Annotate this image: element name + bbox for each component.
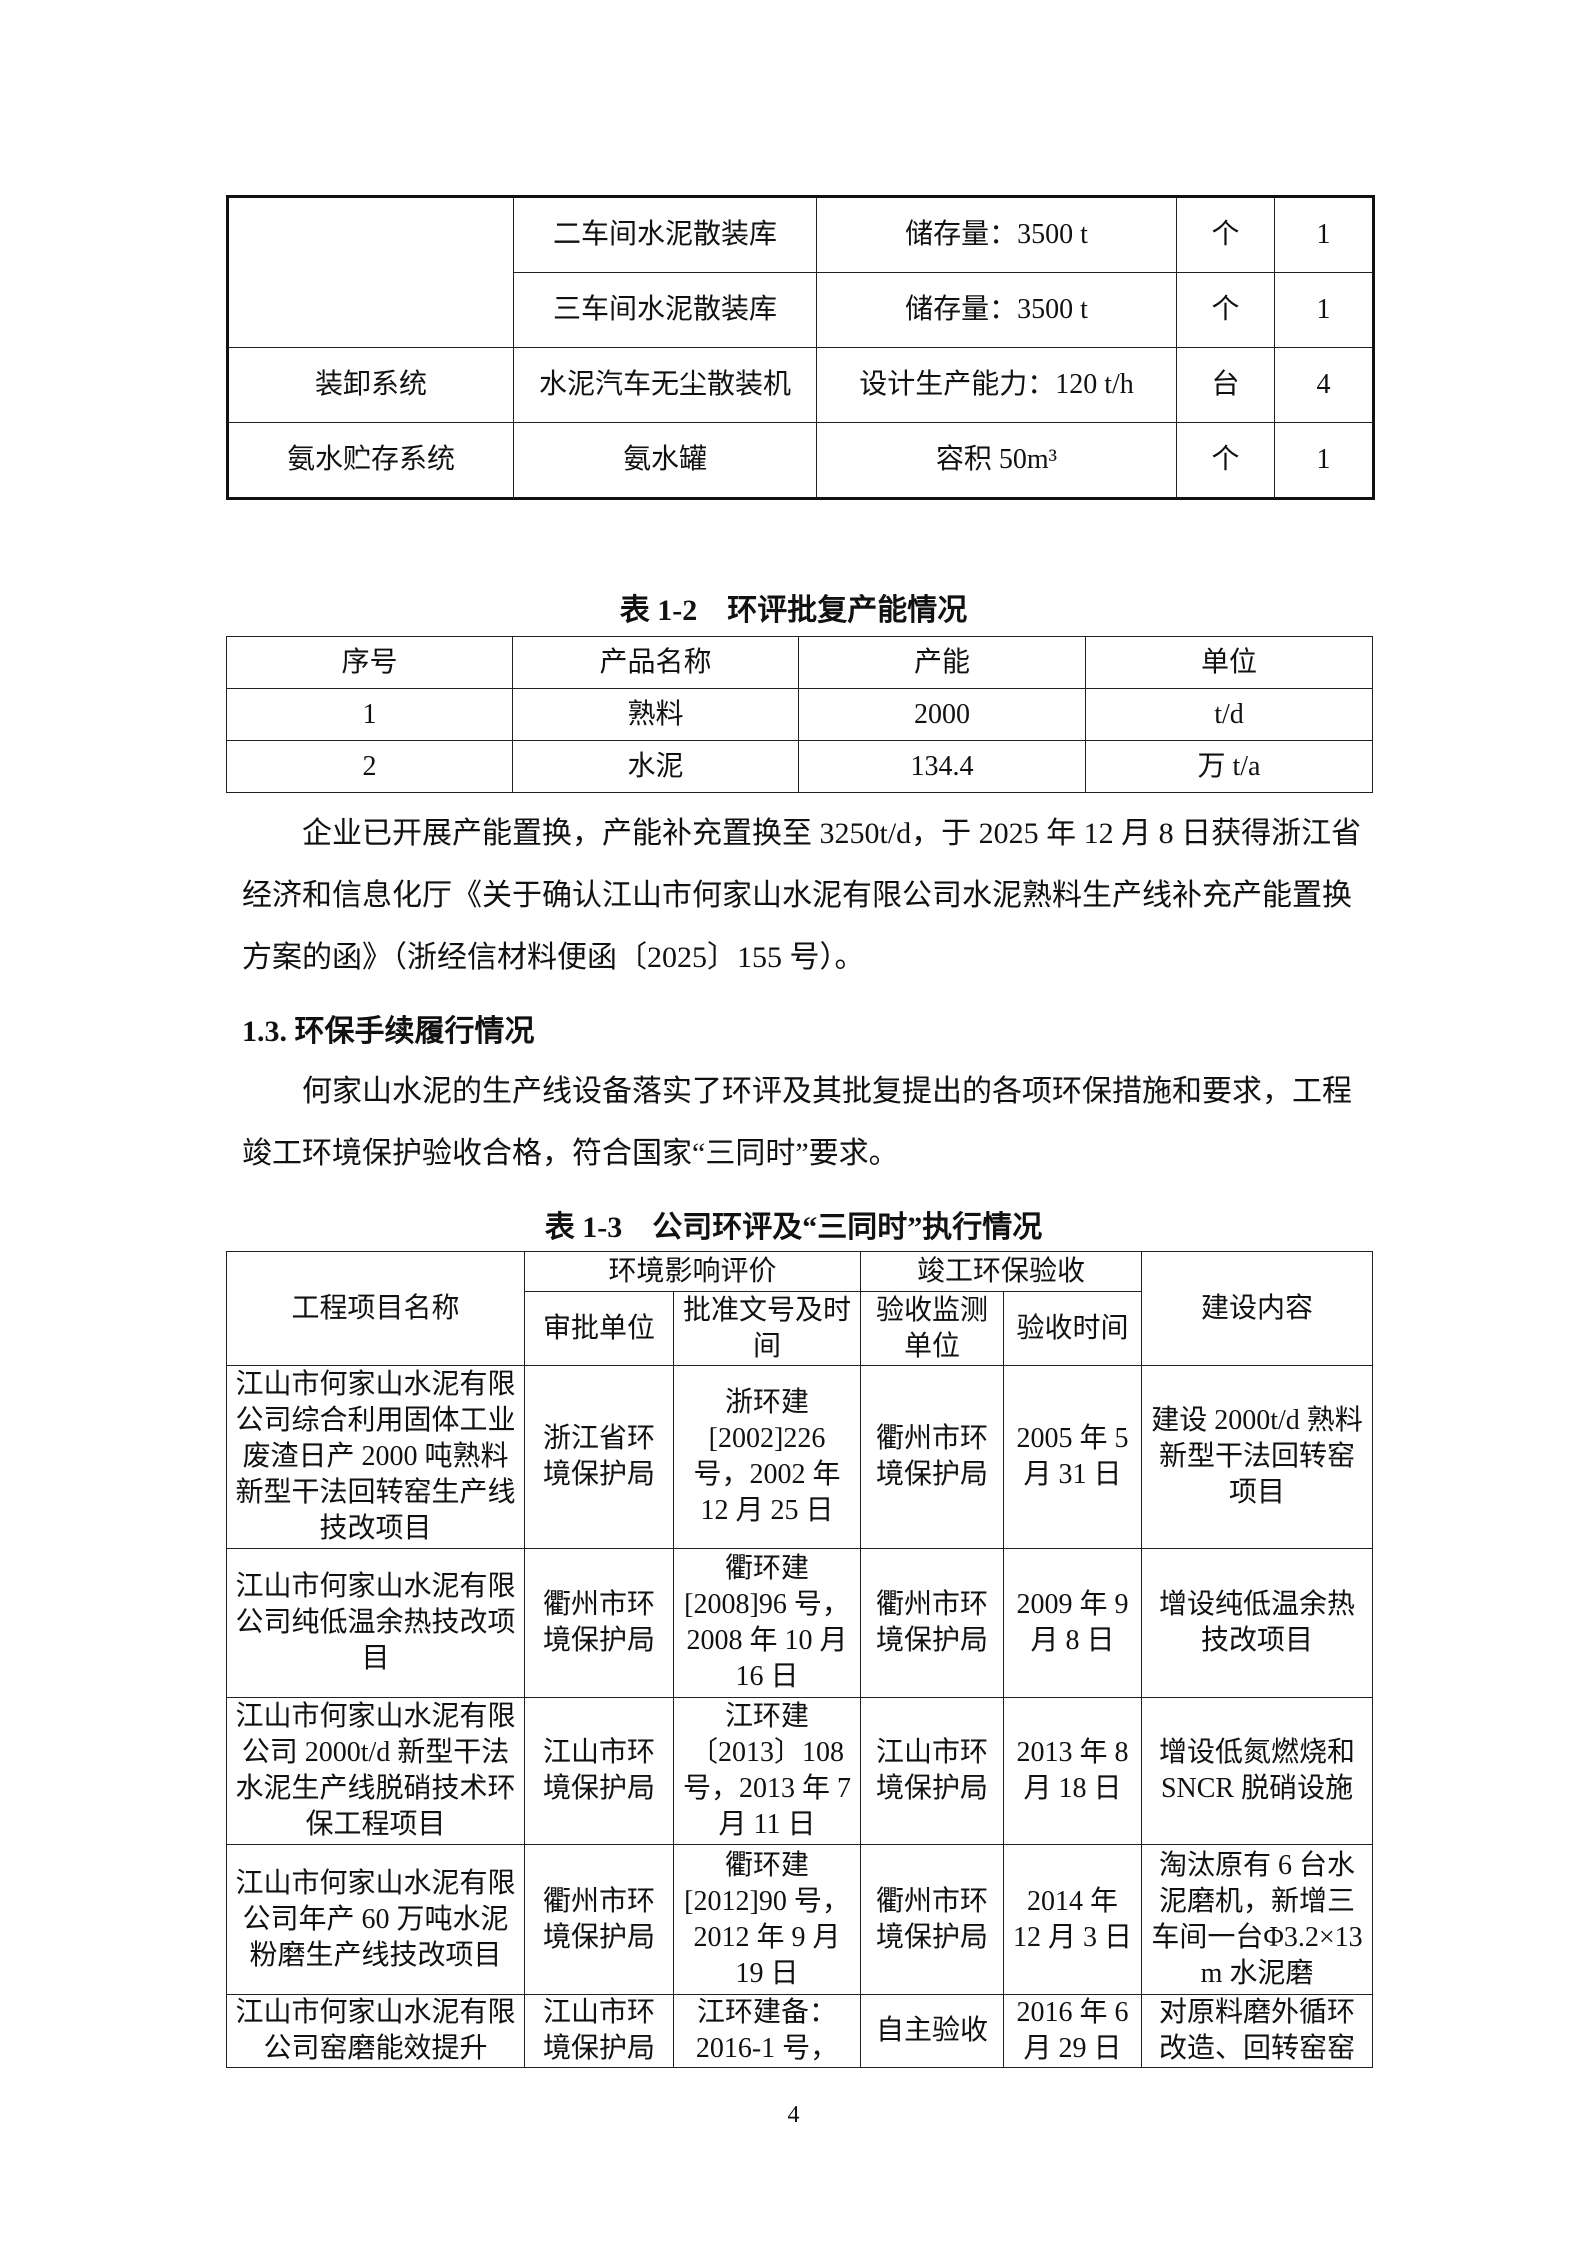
table-row: 江山市何家山水泥有限公司窑磨能效提升 江山市环境保护局 江环建备：2016-1 号，… bbox=[226, 1994, 1374, 2068]
table-cell: 江山市何家山水泥有限公司窑磨能效提升 bbox=[226, 1994, 525, 2068]
table-cell: 2000 bbox=[798, 688, 1086, 741]
table-1-2-caption: 表 1-2 环评批复产能情况 bbox=[619, 594, 968, 627]
table-cell: 2 bbox=[226, 740, 513, 793]
table-cell: 衢州市环境保护局 bbox=[860, 1844, 1005, 1995]
column-header: 竣工环保验收 bbox=[860, 1251, 1143, 1292]
table-row: 江山市何家山水泥有限公司综合利用固体工业废渣日产 2000 吨熟料新型干法回转窑… bbox=[226, 1365, 1374, 1549]
paragraph: 企业已开展产能置换，产能补充置换至 3250t/d，于 2025 年 12 月 … bbox=[242, 803, 1362, 989]
table-cell: 装卸系统 bbox=[227, 347, 514, 423]
paragraph: 何家山水泥的生产线设备落实了环评及其批复提出的各项环保措施和要求，工程竣工环境保… bbox=[242, 1061, 1362, 1185]
table-cell: 台 bbox=[1176, 347, 1275, 423]
table-cell: 个 bbox=[1176, 422, 1275, 499]
table-cell: 熟料 bbox=[512, 688, 799, 741]
table-row: 江山市何家山水泥有限公司 2000t/d 新型干法水泥生产线脱硝技术环保工程项目… bbox=[226, 1697, 1374, 1845]
page-number: 4 bbox=[787, 2102, 800, 2128]
capacity-table: 序号 产品名称 产能 单位 1 熟料 2000 t/d 2 水泥 134.4 万… bbox=[226, 636, 1373, 793]
table-cell: 2009 年 9 月 8 日 bbox=[1003, 1548, 1143, 1698]
paragraph-text: 何家山水泥的生产线设备落实了环评及其批复提出的各项环保措施和要求，工程竣工环境保… bbox=[242, 1075, 1352, 1170]
column-header: 验收时间 bbox=[1003, 1291, 1143, 1366]
table-cell: 江山市环境保护局 bbox=[524, 1697, 674, 1845]
table-cell: 氨水贮存系统 bbox=[227, 422, 514, 499]
table-cell: 2013 年 8 月 18 日 bbox=[1003, 1697, 1143, 1845]
table-row: 1 熟料 2000 t/d bbox=[226, 688, 1373, 741]
column-header: 审批单位 bbox=[524, 1291, 674, 1366]
table-cell: 水泥 bbox=[512, 740, 799, 793]
column-header: 序号 bbox=[226, 636, 513, 689]
table-row: 装卸系统 水泥汽车无尘散装机 设计生产能力：120 t/h 台 4 bbox=[227, 347, 1374, 423]
table-cell: 江山市何家山水泥有限公司 2000t/d 新型干法水泥生产线脱硝技术环保工程项目 bbox=[226, 1697, 525, 1845]
table-cell: 1 bbox=[1274, 422, 1374, 499]
table-cell: 二车间水泥散装库 bbox=[513, 196, 817, 273]
table-cell: 衢环建[2008]96 号，2008 年 10 月 16 日 bbox=[672, 1548, 862, 1698]
table-1-3-caption: 表 1-3 公司环评及“三同时”执行情况 bbox=[544, 1211, 1043, 1244]
table-cell: 衢州市环境保护局 bbox=[860, 1365, 1005, 1549]
table-row: 氨水贮存系统 氨水罐 容积 50m³ 个 1 bbox=[227, 422, 1374, 499]
table-cell: 自主验收 bbox=[860, 1994, 1005, 2068]
table-cell: 淘汰原有 6 台水泥磨机，新增三车间一台Φ3.2×13 m 水泥磨 bbox=[1141, 1844, 1374, 1995]
table-cell: 增设纯低温余热技改项目 bbox=[1141, 1548, 1374, 1698]
table-cell: 氨水罐 bbox=[513, 422, 817, 499]
table-row: 2 水泥 134.4 万 t/a bbox=[226, 740, 1373, 793]
table-row: 江山市何家山水泥有限公司纯低温余热技改项目 衢州市环境保护局 衢环建[2008]96… bbox=[226, 1548, 1374, 1698]
table-header-row: 序号 产品名称 产能 单位 bbox=[226, 636, 1373, 689]
column-header: 验收监测单位 bbox=[860, 1291, 1005, 1366]
table-row: 二车间水泥散装库 储存量：3500 t 个 1 bbox=[227, 196, 1374, 348]
table-cell: 江环建〔2013〕108 号，2013 年 7 月 11 日 bbox=[672, 1697, 862, 1845]
table-cell: 建设 2000t/d 熟料新型干法回转窑项目 bbox=[1141, 1365, 1374, 1549]
column-header: 产能 bbox=[798, 636, 1086, 689]
table-cell: 衢州市环境保护局 bbox=[524, 1844, 674, 1995]
table-header-row: 审批单位 批准文号及时间 验收监测单位 验收时间 bbox=[227, 1291, 1373, 1366]
equipment-table: 二车间水泥散装库 储存量：3500 t 个 1 三车间水泥散装库 储存量：350… bbox=[226, 195, 1375, 500]
table-cell: 容积 50m³ bbox=[816, 422, 1177, 499]
table-cell: 水泥汽车无尘散装机 bbox=[513, 347, 817, 423]
table-cell: 储存量：3500 t bbox=[816, 196, 1177, 273]
table-cell: 2005 年 5 月 31 日 bbox=[1003, 1365, 1143, 1549]
table-cell: 浙环建[2002]226 号，2002 年 12 月 25 日 bbox=[672, 1365, 862, 1549]
table-cell: 储存量：3500 t bbox=[816, 272, 1177, 348]
table-cell: t/d bbox=[1085, 688, 1373, 741]
paragraph-text: 企业已开展产能置换，产能补充置换至 3250t/d，于 2025 年 12 月 … bbox=[242, 817, 1362, 974]
table-cell: 4 bbox=[1274, 347, 1374, 423]
table-cell bbox=[227, 196, 514, 348]
table-cell: 对原料磨外循环改造、回转窑窑 bbox=[1141, 1994, 1374, 2068]
table-cell: 134.4 bbox=[798, 740, 1086, 793]
table-header-row: 工程项目名称 环境影响评价 竣工环保验收 建设内容 bbox=[226, 1251, 1374, 1366]
section-heading: 1.3. 环保手续履行情况 bbox=[242, 1015, 535, 1048]
table-cell: 个 bbox=[1176, 196, 1275, 273]
table-cell: 个 bbox=[1176, 272, 1275, 348]
eia-table: 工程项目名称 环境影响评价 竣工环保验收 建设内容 审批单位 批准文号及时间 验… bbox=[226, 1251, 1374, 2068]
table-cell: 衢环建[2012]90 号，2012 年 9 月 19 日 bbox=[672, 1844, 862, 1995]
table-cell: 江山市环境保护局 bbox=[860, 1697, 1005, 1845]
column-header: 产品名称 bbox=[512, 636, 799, 689]
column-header: 环境影响评价 bbox=[523, 1251, 862, 1292]
table-cell: 2014 年 12 月 3 日 bbox=[1003, 1844, 1143, 1995]
table-cell: 1 bbox=[226, 688, 513, 741]
column-header: 建设内容 bbox=[1141, 1251, 1374, 1366]
table-cell: 浙江省环境保护局 bbox=[524, 1365, 674, 1549]
table-cell: 增设低氮燃烧和 SNCR 脱硝设施 bbox=[1141, 1697, 1374, 1845]
table-cell: 衢州市环境保护局 bbox=[860, 1548, 1005, 1698]
table-cell: 三车间水泥散装库 bbox=[513, 272, 817, 348]
table-cell: 江山市何家山水泥有限公司综合利用固体工业废渣日产 2000 吨熟料新型干法回转窑… bbox=[226, 1365, 525, 1549]
column-header: 单位 bbox=[1085, 636, 1373, 689]
table-row: 江山市何家山水泥有限公司年产 60 万吨水泥粉磨生产线技改项目 衢州市环境保护局衢… bbox=[226, 1844, 1374, 1995]
table-cell: 江山市何家山水泥有限公司纯低温余热技改项目 bbox=[226, 1548, 525, 1698]
table-cell: 江山市何家山水泥有限公司年产 60 万吨水泥粉磨生产线技改项目 bbox=[226, 1844, 525, 1995]
table-cell: 衢州市环境保护局 bbox=[524, 1548, 674, 1698]
table-cell: 江山市环境保护局 bbox=[524, 1994, 674, 2068]
table-cell: 1 bbox=[1274, 272, 1374, 348]
table-cell: 2016 年 6 月 29 日 bbox=[1003, 1994, 1143, 2068]
column-header: 批准文号及时间 bbox=[672, 1291, 862, 1366]
table-cell: 设计生产能力：120 t/h bbox=[816, 347, 1177, 423]
table-cell: 万 t/a bbox=[1085, 740, 1373, 793]
table-cell: 1 bbox=[1274, 196, 1374, 273]
table-cell: 江环建备：2016-1 号， bbox=[672, 1994, 862, 2068]
column-header: 工程项目名称 bbox=[226, 1251, 525, 1366]
